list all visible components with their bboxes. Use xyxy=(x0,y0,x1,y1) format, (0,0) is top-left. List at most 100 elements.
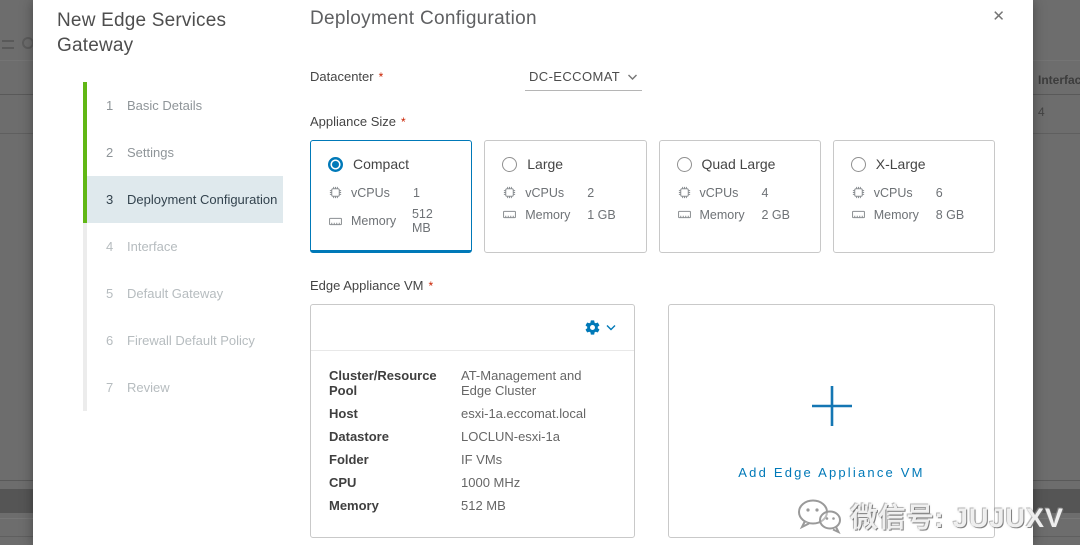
plus-icon xyxy=(806,380,858,437)
step-number: 5 xyxy=(106,286,114,301)
memory-label: Memory xyxy=(351,214,397,228)
vcpus-label: vCPUs xyxy=(525,185,565,200)
appliance-size-label: Appliance Size xyxy=(310,114,396,129)
wizard-content-pane: Deployment Configuration ✕ Datacenter * D… xyxy=(283,0,1035,545)
vm-detail-value: AT-Management and Edge Cluster xyxy=(461,368,582,398)
vcpus-value: 2 xyxy=(587,185,595,200)
radio-unchecked-icon[interactable] xyxy=(502,156,518,172)
size-name: X-Large xyxy=(875,156,926,172)
vm-detail-table: Cluster/Resource Pool AT-Management and … xyxy=(311,351,634,513)
gear-icon xyxy=(585,320,600,335)
vm-detail-value: 512 MB xyxy=(461,498,506,513)
wizard-step-list: 1 Basic Details 2 Settings 3 Deployment … xyxy=(83,82,283,411)
datacenter-label: Datacenter xyxy=(310,69,374,84)
size-card-quad-large[interactable]: Quad Large vCPUs 4 Memory 2 GB xyxy=(658,140,821,253)
size-name: Large xyxy=(527,156,564,172)
step-remaining-bar xyxy=(83,223,87,411)
step-basic-details[interactable]: 1 Basic Details xyxy=(83,82,283,129)
table-row: Folder IF VMs xyxy=(329,452,614,467)
vm-detail-label: CPU xyxy=(329,475,357,490)
size-card-x-large[interactable]: X-Large vCPUs 6 Memory 8 GB xyxy=(832,140,995,253)
wizard-sidebar: New Edge Services Gateway 1 Basic Detail… xyxy=(33,0,283,545)
add-edge-appliance-vm-button[interactable]: Add Edge Appliance VM xyxy=(668,304,995,538)
step-review[interactable]: 7 Review xyxy=(83,364,283,411)
vcpus-value: 4 xyxy=(761,185,769,200)
size-name: Quad Large xyxy=(701,156,776,172)
edge-appliance-vm-label: Edge Appliance VM xyxy=(310,278,424,293)
chevron-down-icon xyxy=(606,325,616,331)
vm-detail-label: Host xyxy=(329,406,358,421)
memory-icon xyxy=(851,210,865,219)
step-label: Firewall Default Policy xyxy=(127,333,255,348)
table-row: Host esxi-1a.eccomat.local xyxy=(329,406,614,421)
memory-label: Memory xyxy=(525,207,571,222)
step-number: 6 xyxy=(106,333,114,348)
memory-icon xyxy=(677,210,691,219)
step-number: 1 xyxy=(106,98,114,113)
vm-detail-value: 1000 MHz xyxy=(461,475,521,490)
memory-value: 2 GB xyxy=(761,207,791,222)
table-row: Memory 512 MB xyxy=(329,498,614,513)
menu-icon xyxy=(2,40,14,49)
vm-detail-label: Memory xyxy=(329,498,379,513)
datacenter-select[interactable]: DC-ECCOMAT xyxy=(525,69,643,91)
radio-checked-icon[interactable] xyxy=(328,156,343,172)
step-progress-bar xyxy=(83,82,87,223)
wizard-title: New Edge Services Gateway xyxy=(57,10,227,56)
vm-settings-menu-button[interactable] xyxy=(584,319,616,336)
vcpus-label: vCPUs xyxy=(873,185,913,200)
cpu-icon xyxy=(504,186,516,199)
vm-detail-label: Folder xyxy=(329,452,369,467)
vm-card-divider xyxy=(311,350,634,351)
vcpus-value: 1 xyxy=(413,185,420,200)
step-settings[interactable]: 2 Settings xyxy=(83,129,283,176)
step-default-gateway[interactable]: 5 Default Gateway xyxy=(83,270,283,317)
step-label: Default Gateway xyxy=(127,286,224,301)
table-row: CPU 1000 MHz xyxy=(329,475,614,490)
vm-detail-label: Cluster/Resource Pool xyxy=(329,368,437,398)
memory-icon xyxy=(329,217,342,225)
cpu-icon xyxy=(678,186,690,199)
step-label: Review xyxy=(127,380,170,395)
table-row: Cluster/Resource Pool AT-Management and … xyxy=(329,368,614,398)
vm-detail-value: esxi-1a.eccomat.local xyxy=(461,406,586,421)
datacenter-row: Datacenter * DC-ECCOMAT xyxy=(310,68,995,91)
vcpus-label: vCPUs xyxy=(699,185,739,200)
step-label: Settings xyxy=(127,145,174,160)
page-title: Deployment Configuration xyxy=(310,8,537,29)
step-interface[interactable]: 4 Interface xyxy=(83,223,283,270)
add-edge-appliance-vm-label: Add Edge Appliance VM xyxy=(738,465,925,480)
background-table-header: Interfac xyxy=(1038,73,1080,87)
vm-detail-value: IF VMs xyxy=(461,452,503,467)
step-firewall-default-policy[interactable]: 6 Firewall Default Policy xyxy=(83,317,283,364)
memory-value: 1 GB xyxy=(587,207,616,222)
close-icon[interactable]: ✕ xyxy=(992,8,1005,25)
size-card-large[interactable]: Large vCPUs 2 Memory 1 GB xyxy=(484,140,647,253)
memory-value: 512 MB xyxy=(411,207,433,235)
cpu-icon xyxy=(852,186,864,199)
memory-label: Memory xyxy=(699,207,745,222)
table-row: Datastore LOCLUN-esxi-1a xyxy=(329,429,614,444)
memory-icon xyxy=(503,210,517,219)
chevron-down-icon xyxy=(628,74,638,80)
memory-label: Memory xyxy=(873,207,919,222)
vcpus-value: 6 xyxy=(935,185,943,200)
edge-appliance-vm-row: Edge Appliance VM * xyxy=(310,277,995,295)
appliance-size-cards: Compact vCPUs 1 Memory 512 MB Large xyxy=(310,140,995,253)
step-number: 2 xyxy=(106,145,114,160)
step-label: Interface xyxy=(127,239,178,254)
size-name: Compact xyxy=(353,156,410,172)
step-deployment-configuration[interactable]: 3 Deployment Configuration xyxy=(83,176,283,223)
datacenter-value: DC-ECCOMAT xyxy=(529,69,621,84)
radio-unchecked-icon[interactable] xyxy=(676,156,692,172)
appliance-size-row: Appliance Size * xyxy=(310,113,995,131)
step-number: 7 xyxy=(106,380,114,395)
radio-unchecked-icon[interactable] xyxy=(850,156,866,172)
vm-detail-value: LOCLUN-esxi-1a xyxy=(461,429,560,444)
required-marker: * xyxy=(378,70,384,84)
step-label: Deployment Configuration xyxy=(127,192,278,207)
memory-value: 8 GB xyxy=(935,207,965,222)
step-label: Basic Details xyxy=(127,98,203,113)
size-card-compact[interactable]: Compact vCPUs 1 Memory 512 MB xyxy=(310,140,473,253)
step-number: 3 xyxy=(106,192,114,207)
